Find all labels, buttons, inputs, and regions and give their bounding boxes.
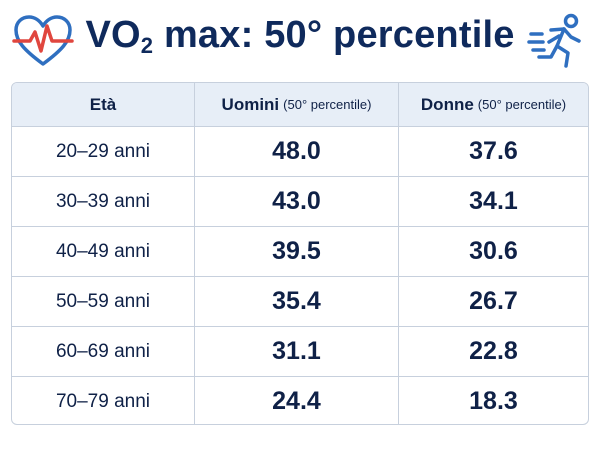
table-row: 20–29 anni 48.0 37.6 bbox=[12, 126, 588, 176]
men-value-cell: 48.0 bbox=[194, 127, 398, 176]
page-title: VO2 max: 50° percentile bbox=[85, 14, 515, 58]
header: VO2 max: 50° percentile bbox=[0, 0, 600, 82]
runner-icon bbox=[527, 13, 581, 68]
heart-rate-icon bbox=[12, 15, 74, 66]
men-value-cell: 24.4 bbox=[194, 377, 398, 424]
women-value-cell: 37.6 bbox=[398, 127, 588, 176]
table-row: 70–79 anni 24.4 18.3 bbox=[12, 376, 588, 424]
header-age: Età bbox=[89, 94, 117, 114]
table-row: 50–59 anni 35.4 26.7 bbox=[12, 276, 588, 326]
vo2-table: Età Uomini (50° percentile) Donne (50° per… bbox=[11, 82, 589, 425]
men-value-cell: 35.4 bbox=[194, 277, 398, 326]
table-header-row: Età Uomini (50° percentile) Donne (50° per… bbox=[12, 83, 588, 126]
age-cell: 30–39 anni bbox=[55, 190, 151, 212]
women-value-cell: 18.3 bbox=[398, 377, 588, 424]
age-cell: 60–69 anni bbox=[55, 340, 151, 362]
header-women-note: (50° percentile) bbox=[477, 97, 567, 112]
men-value-cell: 43.0 bbox=[194, 177, 398, 226]
men-value-cell: 39.5 bbox=[194, 227, 398, 276]
header-men: Uomini (50° percentile) bbox=[194, 83, 398, 126]
header-men-note: (50° percentile) bbox=[283, 97, 372, 112]
table-row: 40–49 anni 39.5 30.6 bbox=[12, 226, 588, 276]
women-value-cell: 22.8 bbox=[398, 327, 588, 376]
age-cell: 40–49 anni bbox=[55, 240, 151, 262]
women-value-cell: 26.7 bbox=[398, 277, 588, 326]
header-women: Donne (50° percentile) bbox=[398, 83, 588, 126]
table-row: 30–39 anni 43.0 34.1 bbox=[12, 176, 588, 226]
age-cell: 70–79 anni bbox=[55, 390, 151, 412]
age-cell: 50–59 anni bbox=[55, 290, 151, 312]
men-value-cell: 31.1 bbox=[194, 327, 398, 376]
women-value-cell: 34.1 bbox=[398, 177, 588, 226]
women-value-cell: 30.6 bbox=[398, 227, 588, 276]
age-cell: 20–29 anni bbox=[55, 140, 151, 162]
table-row: 60–69 anni 31.1 22.8 bbox=[12, 326, 588, 376]
